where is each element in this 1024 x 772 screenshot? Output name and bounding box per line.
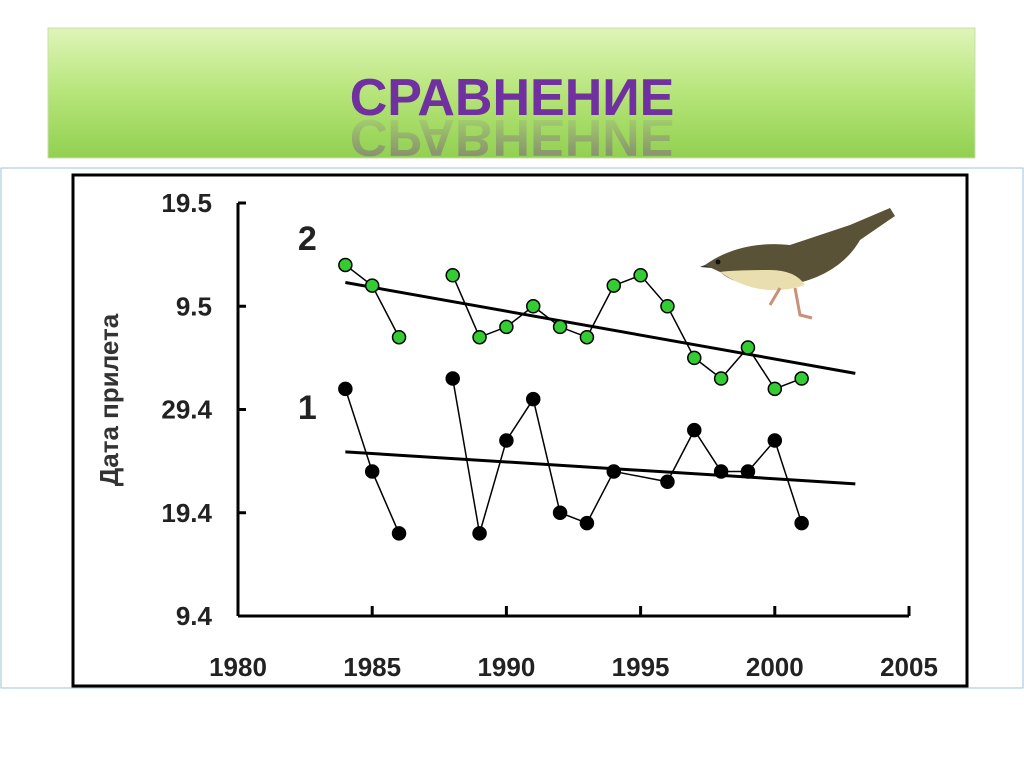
x-tick-label: 1980	[209, 652, 267, 682]
data-point	[499, 319, 514, 335]
trend-line	[345, 450, 856, 486]
data-point	[633, 268, 648, 283]
trend-line	[345, 281, 856, 375]
data-point	[794, 371, 809, 386]
data-point	[525, 391, 541, 407]
data-point	[660, 299, 675, 314]
data-point	[767, 381, 783, 397]
plot: 19.5 9.5 29.4 19.4 9.4 1980 1985 1990 1995 2000 20…	[161, 188, 938, 682]
bird-illustration	[700, 208, 895, 320]
data-point	[364, 464, 380, 479]
y-tick-label: 19.5	[161, 188, 212, 218]
slide-title: СРАВНЕНИЕ	[350, 69, 675, 127]
data-point	[499, 433, 514, 448]
series-label: 1	[298, 389, 317, 427]
data-point	[552, 505, 568, 520]
data-point	[740, 340, 756, 355]
y-tick-label: 9.5	[176, 291, 212, 321]
series-label: 2	[298, 220, 317, 258]
data-point	[364, 278, 380, 293]
x-tick-label: 2005	[880, 652, 938, 682]
data-point	[740, 464, 756, 479]
y-tick-label: 19.4	[161, 498, 212, 528]
data-point	[472, 329, 487, 345]
data-point	[338, 381, 353, 397]
data-point	[579, 515, 595, 531]
x-tick-label: 2000	[746, 652, 804, 682]
y-tick-label: 29.4	[161, 395, 212, 425]
data-point	[338, 257, 353, 273]
data-point	[606, 464, 622, 479]
data-point	[472, 526, 487, 541]
data-point	[687, 350, 702, 366]
data-point	[713, 464, 729, 479]
y-tick-label: 9.4	[176, 601, 213, 631]
content-frame	[0, 167, 1024, 689]
data-point	[552, 319, 568, 335]
data-point	[445, 371, 460, 386]
data-point	[525, 299, 541, 314]
data-point	[767, 433, 783, 448]
x-tick-label: 1985	[343, 652, 401, 682]
header-box	[47, 27, 976, 159]
data-point	[713, 371, 729, 386]
data-point	[391, 329, 407, 345]
data-point	[579, 329, 595, 345]
x-tick-label: 1995	[612, 652, 670, 682]
data-point	[794, 515, 809, 531]
data-point	[606, 278, 622, 293]
y-axis-label: Дата прилета	[94, 313, 124, 486]
data-point	[660, 474, 675, 490]
x-tick-label: 1990	[477, 652, 535, 682]
data-point	[391, 526, 407, 541]
data-point	[687, 422, 702, 438]
title-reflection: СРАВНЕНИЕ	[350, 108, 675, 166]
data-point	[445, 268, 460, 283]
